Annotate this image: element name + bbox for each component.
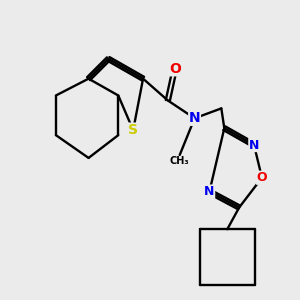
Text: N: N xyxy=(249,139,259,152)
Text: CH₃: CH₃ xyxy=(170,156,190,167)
Text: S: S xyxy=(128,123,138,137)
Text: N: N xyxy=(189,111,200,125)
Text: O: O xyxy=(169,62,181,76)
Text: O: O xyxy=(256,171,267,184)
Text: N: N xyxy=(204,185,214,198)
